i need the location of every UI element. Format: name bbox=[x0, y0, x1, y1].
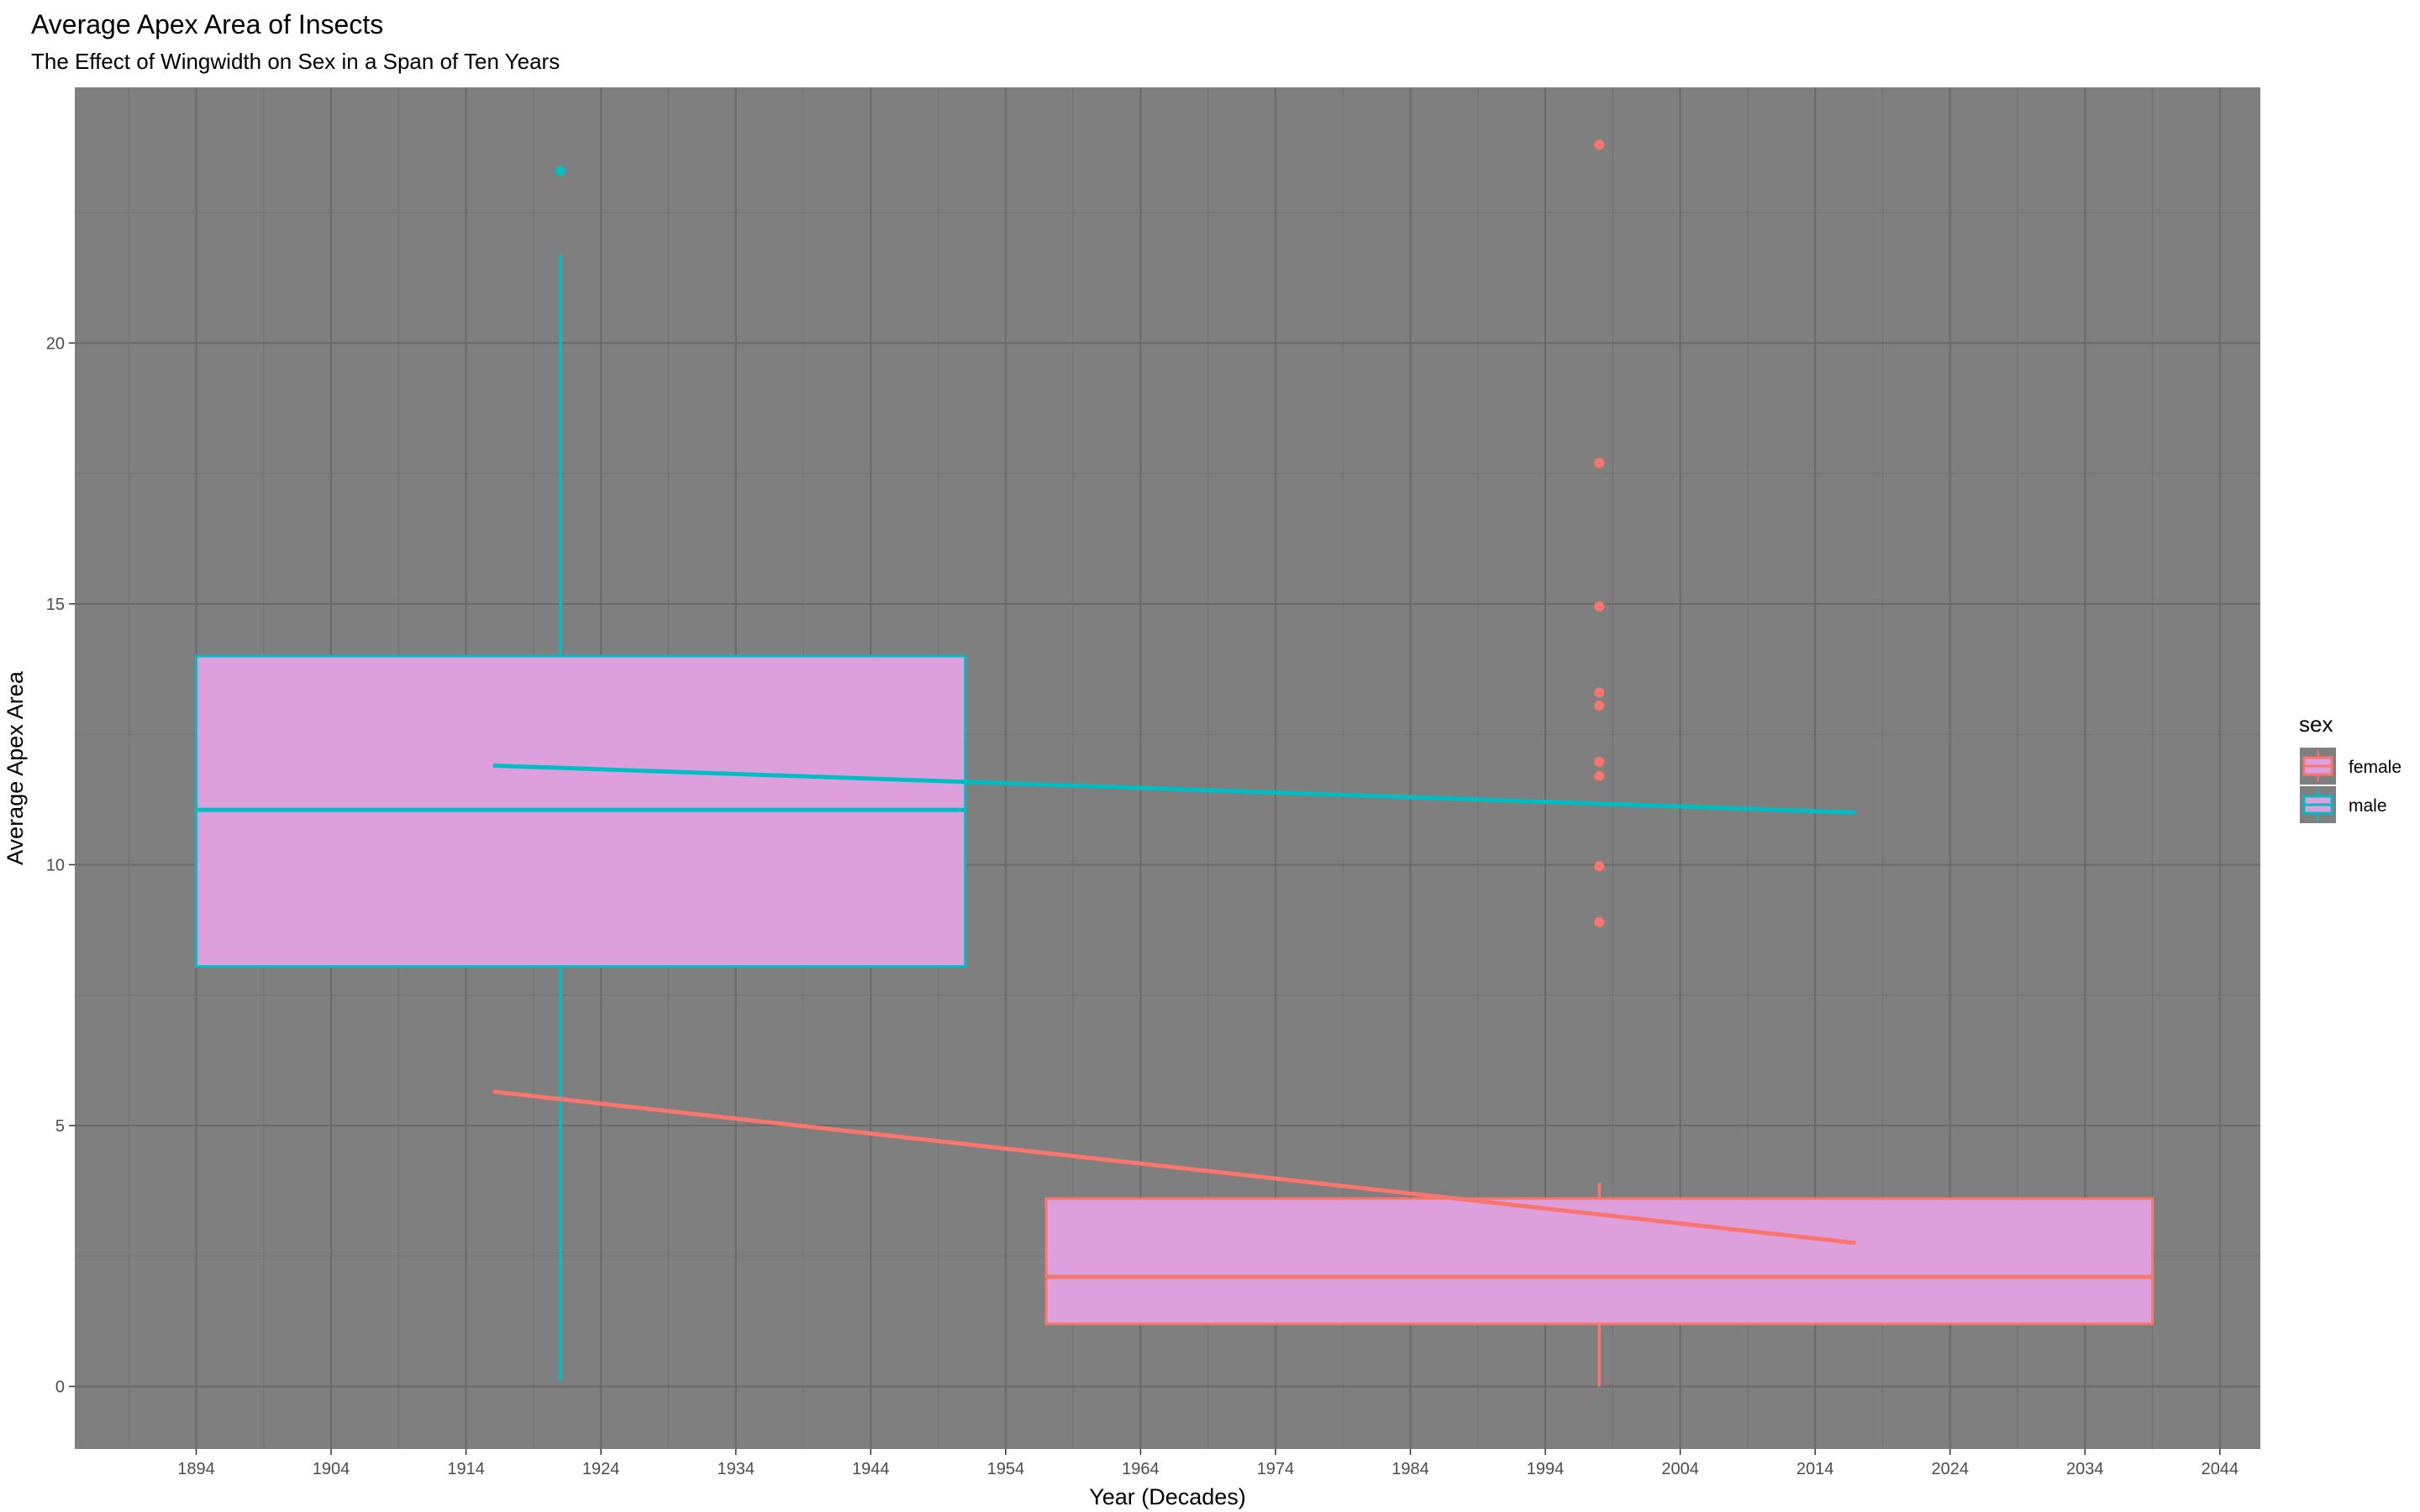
female-outlier-point bbox=[1594, 770, 1605, 781]
chart-marks bbox=[195, 139, 2154, 1387]
x-tick-label: 1934 bbox=[717, 1460, 755, 1478]
legend: sex female male bbox=[2299, 711, 2402, 823]
female-outlier-point bbox=[1594, 139, 1605, 150]
female-trend-line bbox=[492, 1089, 1856, 1246]
x-tick-label: 1904 bbox=[313, 1460, 350, 1478]
x-tick-label: 2004 bbox=[1661, 1460, 1699, 1478]
x-tick-label: 1984 bbox=[1392, 1460, 1429, 1478]
y-tick-label: 15 bbox=[46, 596, 65, 614]
x-axis-title: Year (Decades) bbox=[1089, 1484, 1246, 1509]
x-tick-label: 1994 bbox=[1527, 1460, 1565, 1478]
female-box bbox=[1044, 1197, 2154, 1326]
chart-subtitle: The Effect of Wingwidth on Sex in a Span… bbox=[31, 49, 560, 74]
y-tick-label: 10 bbox=[46, 856, 65, 874]
female-outlier-point bbox=[1594, 601, 1605, 612]
legend-label-male: male bbox=[2349, 796, 2387, 816]
y-tick-label: 5 bbox=[55, 1117, 65, 1136]
x-tick-label: 1974 bbox=[1257, 1460, 1295, 1478]
y-axis-ticks: 0 5 10 15 20 bbox=[46, 334, 75, 1396]
female-outlier-point bbox=[1594, 700, 1605, 711]
female-outlier-point bbox=[1594, 687, 1605, 698]
x-tick-label: 1964 bbox=[1122, 1460, 1160, 1478]
legend-title: sex bbox=[2299, 711, 2333, 737]
female-outlier-point bbox=[1594, 861, 1605, 872]
x-tick-label: 1914 bbox=[447, 1460, 485, 1478]
female-outlier-point bbox=[1594, 458, 1605, 469]
male-outlier-point bbox=[555, 165, 566, 176]
female-outlier-point bbox=[1594, 916, 1605, 927]
y-tick-label: 20 bbox=[46, 334, 65, 353]
male-trend-line bbox=[492, 763, 1856, 815]
x-tick-label: 2024 bbox=[1931, 1460, 1969, 1478]
legend-label-female: female bbox=[2349, 758, 2402, 777]
x-tick-label: 1894 bbox=[177, 1460, 215, 1478]
x-tick-label: 1954 bbox=[987, 1460, 1025, 1478]
x-tick-label: 2044 bbox=[2202, 1460, 2239, 1478]
x-tick-label: 2014 bbox=[1797, 1460, 1834, 1478]
y-axis-title: Average Apex Area bbox=[3, 670, 28, 865]
x-tick-label: 2034 bbox=[2066, 1460, 2104, 1478]
x-axis-ticks: 1894 1904 1914 1924 1934 1944 1954 1964 1974 1984… bbox=[177, 1449, 2238, 1478]
x-tick-label: 1924 bbox=[582, 1460, 620, 1478]
y-tick-label: 0 bbox=[55, 1378, 65, 1396]
chart-title: Average Apex Area of Insects bbox=[31, 9, 383, 39]
female-outlier-point bbox=[1594, 757, 1605, 768]
x-tick-label: 1944 bbox=[852, 1460, 890, 1478]
